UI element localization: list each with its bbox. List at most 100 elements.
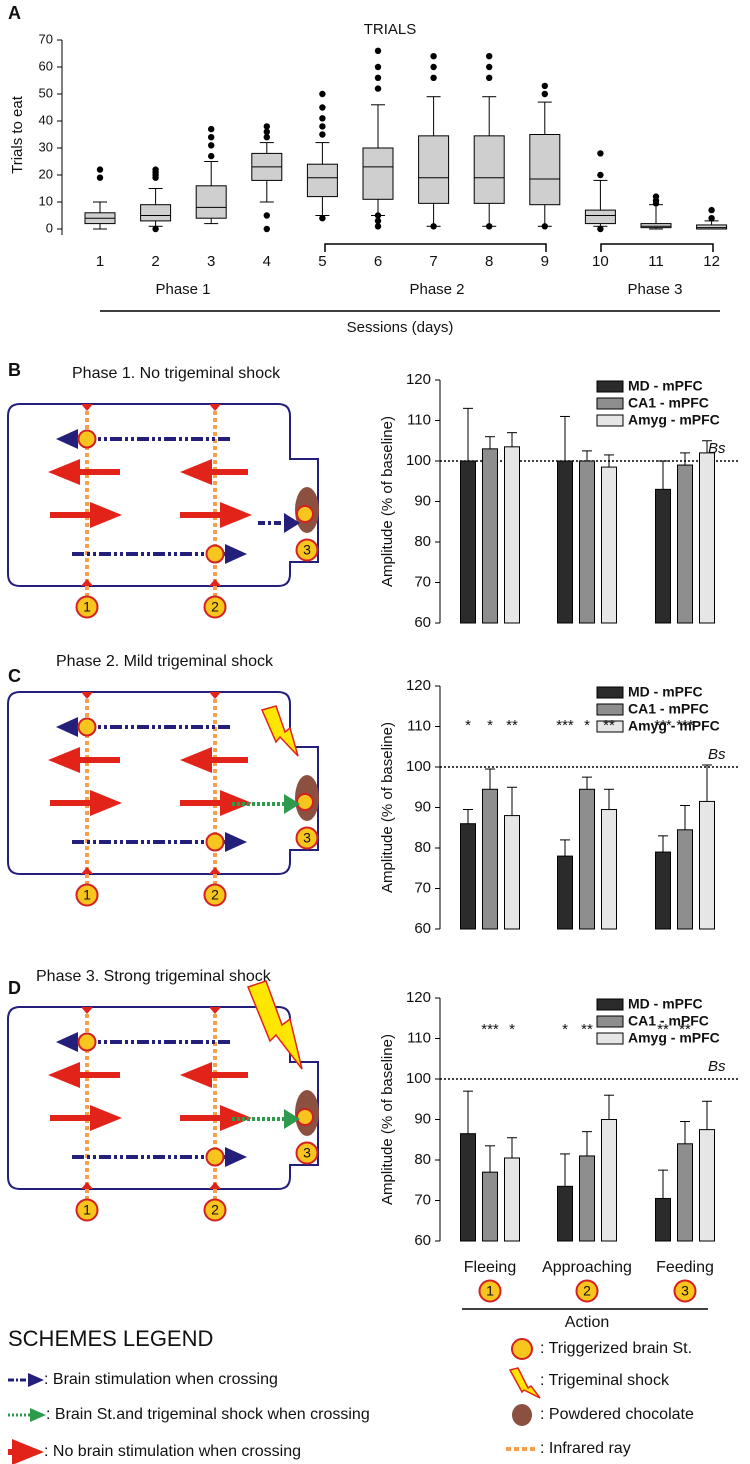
outlier <box>319 90 326 98</box>
outlier <box>597 150 604 157</box>
bar <box>579 460 595 624</box>
x-tick-label: Fleeing <box>464 1259 516 1276</box>
y-tick-label: 0 <box>46 220 53 235</box>
scheme-title: Phase 3. Strong trigeminal shock <box>36 968 272 985</box>
nostim-arrow <box>180 1105 252 1131</box>
bar <box>655 851 671 930</box>
shock-icon <box>260 705 299 757</box>
bar <box>557 1185 573 1242</box>
y-tick-label: 120 <box>406 371 431 388</box>
x-tick-label: 7 <box>429 253 437 270</box>
outlier <box>541 223 548 230</box>
trigger-dot <box>296 1108 314 1126</box>
nostim-arrow <box>180 747 248 773</box>
outlier <box>263 212 270 219</box>
stim-arrowhead <box>225 1147 247 1167</box>
reference-label: Bs <box>708 746 726 763</box>
panel-label: C <box>8 666 21 686</box>
ray-emitter <box>209 404 221 411</box>
box <box>473 135 505 204</box>
bar <box>699 800 715 930</box>
y-axis-label: Amplitude (% of baseline) <box>379 416 396 587</box>
ray-emitter <box>81 867 93 874</box>
bar <box>504 1157 520 1242</box>
significance: * <box>562 1021 568 1038</box>
outlier <box>541 90 548 98</box>
nostim-arrow <box>180 1062 248 1088</box>
significance: *** <box>481 1021 499 1038</box>
legend-item: : Trigeminal shock <box>540 1372 670 1389</box>
ray-emitter <box>81 1007 93 1014</box>
y-tick-label: 60 <box>414 614 431 631</box>
number-marker-label: 1 <box>83 599 91 615</box>
group-label: Phase 2 <box>409 281 464 298</box>
y-tick-label: 120 <box>406 677 431 694</box>
trigger-dot <box>296 505 314 523</box>
bar <box>482 788 498 930</box>
bar <box>504 446 520 624</box>
shock-arrowhead <box>284 794 300 814</box>
stim-arrowhead <box>225 832 247 852</box>
box <box>140 204 172 222</box>
y-tick-label: 120 <box>406 989 431 1006</box>
significance: *** <box>676 717 694 734</box>
y-tick-label: 10 <box>39 193 53 208</box>
bar <box>655 1197 671 1242</box>
number-marker <box>295 826 319 850</box>
outlier <box>96 174 104 181</box>
y-tick-label: 70 <box>414 1191 431 1208</box>
outlier <box>319 215 326 222</box>
y-tick-label: 110 <box>407 411 431 428</box>
number-marker <box>75 883 99 907</box>
outlier <box>374 63 382 71</box>
significance: ** <box>657 1021 669 1038</box>
ray-emitter <box>209 692 221 699</box>
number-marker <box>75 1198 99 1222</box>
x-tick-label: 11 <box>648 253 664 270</box>
legend-item: : Brain St.and trigeminal shock when cro… <box>46 1406 370 1423</box>
number-marker <box>203 595 227 619</box>
outlier <box>263 134 270 141</box>
shock-icon <box>508 1367 541 1399</box>
scheme-title: Phase 2. Mild trigeminal shock <box>56 653 274 670</box>
significance: * <box>487 717 493 734</box>
x-axis-label: Action <box>565 1314 609 1331</box>
y-tick-label: 40 <box>39 112 53 127</box>
panel-label: D <box>8 978 21 998</box>
bar <box>699 452 715 624</box>
outlier <box>374 223 382 230</box>
y-axis-label: Trials to eat <box>9 95 26 174</box>
panel-label: A <box>8 3 21 23</box>
number-marker-label: 3 <box>681 1283 689 1299</box>
outlier <box>486 74 493 82</box>
bar <box>460 460 476 624</box>
x-tick-label: 5 <box>318 253 326 270</box>
outlier <box>319 115 326 122</box>
y-tick-label: 60 <box>39 58 53 73</box>
legend-swatch <box>596 998 624 1011</box>
outlier <box>208 134 215 141</box>
outlier <box>152 225 159 233</box>
number-marker-label: 1 <box>486 1283 494 1299</box>
x-tick-label: 6 <box>374 253 382 270</box>
bar <box>579 1155 595 1242</box>
scheme-title: Phase 1. No trigeminal shock <box>72 365 281 382</box>
trigger-dot <box>77 429 97 449</box>
bar <box>579 788 595 930</box>
chart-title: TRIALS <box>364 21 417 38</box>
nostim-arrow <box>48 747 120 773</box>
bar <box>655 488 671 624</box>
y-tick-label: 80 <box>414 839 431 856</box>
legend-item: : Brain stimulation when crossing <box>44 1371 278 1388</box>
y-tick-label: 90 <box>414 798 431 815</box>
outlier <box>263 123 270 130</box>
arena <box>7 691 319 875</box>
x-tick-label: Approaching <box>542 1259 632 1276</box>
number-marker <box>203 883 227 907</box>
y-tick-label: 70 <box>414 879 431 896</box>
bar <box>601 1119 617 1242</box>
box <box>362 147 394 200</box>
y-tick-label: 90 <box>414 1110 431 1127</box>
outlier <box>430 74 437 82</box>
arena <box>7 1006 319 1190</box>
